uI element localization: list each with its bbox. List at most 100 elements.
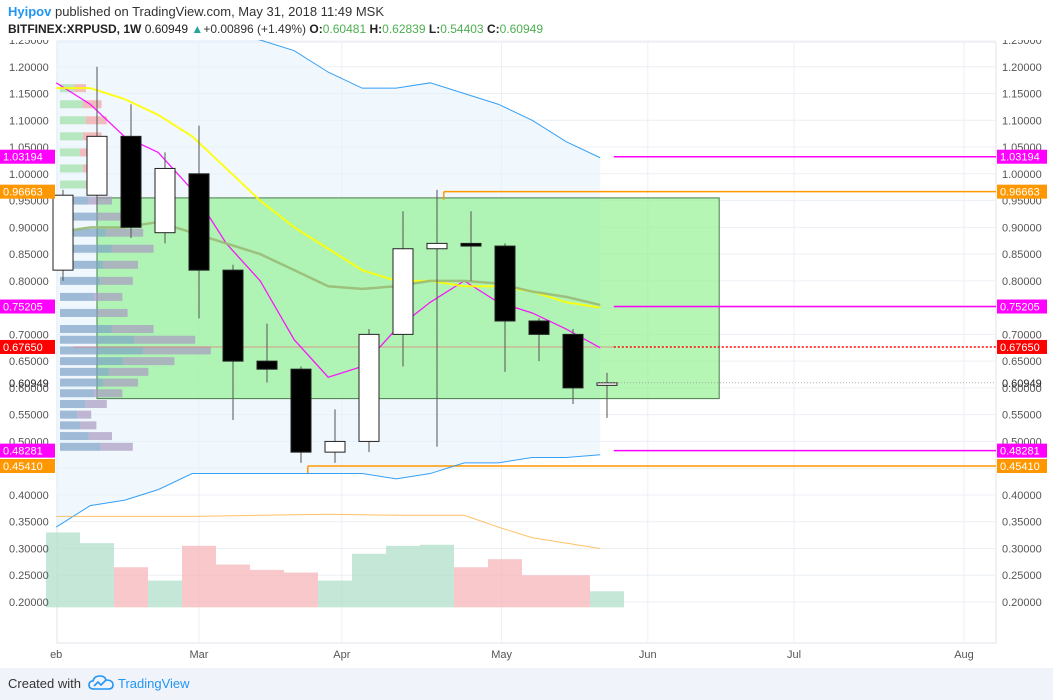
- volume-profile-bar-up: [60, 421, 81, 430]
- y-tick-label-left: 1.20000: [9, 62, 49, 74]
- y-tick-label-left: 0.30000: [9, 543, 49, 555]
- tradingview-cloud-icon[interactable]: [88, 675, 114, 691]
- volume-profile-bar-down: [142, 346, 211, 355]
- tradingview-link[interactable]: TradingView: [118, 676, 190, 691]
- level-tag-right-bg: [997, 458, 1047, 473]
- y-tick-label-right: 0.40000: [1002, 490, 1042, 502]
- volume-profile-bar-up: [60, 228, 106, 237]
- level-tag-right: 0.67650: [1000, 342, 1040, 354]
- candle-body: [256, 360, 278, 370]
- candle-body: [528, 320, 550, 335]
- level-tag-left: 0.48281: [3, 446, 43, 458]
- y-tick-label-left: 0.55000: [9, 410, 49, 422]
- y-tick-label-right: 0.70000: [1002, 329, 1042, 341]
- volume-bar: [318, 580, 352, 608]
- y-tick-label-right: 1.25000: [1002, 40, 1042, 47]
- level-tag-right-bg: [997, 339, 1047, 354]
- candlesticks: [52, 66, 618, 463]
- volume-bar: [386, 545, 420, 608]
- volume-profile-bar-down: [80, 421, 97, 430]
- symbol-label[interactable]: BITFINEX:XRPUSD, 1W: [8, 22, 142, 36]
- y-tick-label-right: 0.20000: [1002, 597, 1042, 609]
- last-price-label-left: 0.60949: [9, 378, 49, 390]
- y-axis-labels: 0.20000 0.20000 0.25000 0.25000 0.30000 0.300…: [0, 40, 1047, 609]
- volume-profile-bar-down: [111, 244, 154, 253]
- candle-body: [562, 333, 584, 389]
- candle-body: [86, 135, 108, 196]
- y-tick-label-left: 0.85000: [9, 249, 49, 261]
- volume-profile-bar-up: [60, 308, 98, 317]
- volume-profile-bar-up: [60, 196, 89, 205]
- candle-body: [460, 242, 482, 247]
- published-text: published on TradingView.com, May 31, 20…: [54, 4, 385, 19]
- x-tick-label: Apr: [333, 649, 350, 661]
- level-tag-left-bg: [0, 299, 55, 314]
- bollinger-upper-line: [256, 40, 601, 159]
- volume-bar: [590, 591, 624, 608]
- y-tick-label-right: 0.55000: [1002, 410, 1042, 422]
- y-tick-label-right: 1.10000: [1002, 115, 1042, 127]
- volume-bar: [46, 532, 80, 608]
- created-with-text: Created with: [8, 676, 81, 691]
- close-label: C:: [486, 22, 500, 36]
- volume-profile-bar-up: [60, 244, 112, 253]
- publish-line: Hyipov published on TradingView.com, May…: [8, 4, 384, 19]
- candle-body: [120, 135, 142, 228]
- level-tag-left-bg: [0, 184, 55, 199]
- high-label: H:: [369, 22, 383, 36]
- volume-profile-bar-up: [60, 399, 86, 408]
- volume-profile-bar-down: [88, 432, 112, 441]
- low-value: 0.54403: [440, 22, 484, 36]
- volume-bar: [420, 544, 454, 608]
- level-tag-left: 0.67650: [3, 342, 43, 354]
- volume-profile-bar-up: [60, 346, 143, 355]
- volume-profile-bar-down: [111, 325, 154, 334]
- level-tag-right-bg: [997, 443, 1047, 458]
- y-tick-label-right: 1.00000: [1002, 169, 1042, 181]
- level-tag-right: 0.75205: [1000, 302, 1040, 314]
- level-tag-left: 0.75205: [3, 302, 43, 314]
- volume-profile-bar-up: [60, 260, 103, 269]
- volume-profile-bar-up: [60, 367, 109, 376]
- y-tick-label-left: 1.15000: [9, 89, 49, 101]
- y-tick-label-left: 1.10000: [9, 115, 49, 127]
- level-tag-right: 0.45410: [1000, 461, 1040, 473]
- volume-bar: [216, 564, 250, 608]
- y-tick-label-left: 0.40000: [9, 490, 49, 502]
- y-tick-label-left: 0.70000: [9, 329, 49, 341]
- candle-body: [392, 248, 414, 335]
- volume-profile-bar-up: [60, 378, 103, 387]
- x-tick-label: eb: [50, 649, 62, 661]
- price-chart[interactable]: 0.20000 0.20000 0.25000 0.25000 0.30000 0.300…: [0, 40, 1053, 668]
- volume-profile-bar-up: [60, 335, 135, 344]
- volume-profile-bar-up: [60, 212, 98, 221]
- level-tag-right-bg: [997, 149, 1047, 164]
- high-value: 0.62839: [382, 22, 426, 36]
- y-tick-label-right: 0.30000: [1002, 543, 1042, 555]
- volume-profile-bar-up: [60, 389, 95, 398]
- y-tick-label-right: 0.35000: [1002, 517, 1042, 529]
- y-tick-label-left: 0.35000: [9, 517, 49, 529]
- candle-body: [596, 382, 618, 386]
- candle-body: [52, 194, 74, 271]
- volume-profile-bar-up: [60, 325, 112, 334]
- candle-body: [324, 440, 346, 453]
- volume-bar: [454, 567, 488, 608]
- up-arrow-icon: ▲: [191, 22, 204, 36]
- candle-body: [358, 333, 380, 442]
- y-tick-label-right: 1.20000: [1002, 62, 1042, 74]
- level-tag-right: 1.03194: [1000, 152, 1040, 164]
- close-value: 0.60949: [499, 22, 544, 36]
- ohlc-line: BITFINEX:XRPUSD, 1W 0.60949 ▲+0.00896 (+…: [8, 22, 543, 36]
- x-axis-labels: eb Mar Apr May Jun Jul Aug: [50, 649, 974, 661]
- x-tick-label: Aug: [954, 649, 974, 661]
- level-tag-left-bg: [0, 339, 55, 354]
- horizontal-levels: [73, 155, 996, 474]
- volume-profile-bar-down: [102, 378, 138, 387]
- author-link[interactable]: Hyipov: [8, 4, 52, 19]
- price-change: +0.00896 (+1.49%): [203, 22, 307, 36]
- open-value: 0.60481: [322, 22, 367, 36]
- level-tag-right-bg: [997, 299, 1047, 314]
- bollinger-lower-line: [55, 454, 601, 528]
- y-tick-label-right: 0.60000: [1002, 383, 1042, 395]
